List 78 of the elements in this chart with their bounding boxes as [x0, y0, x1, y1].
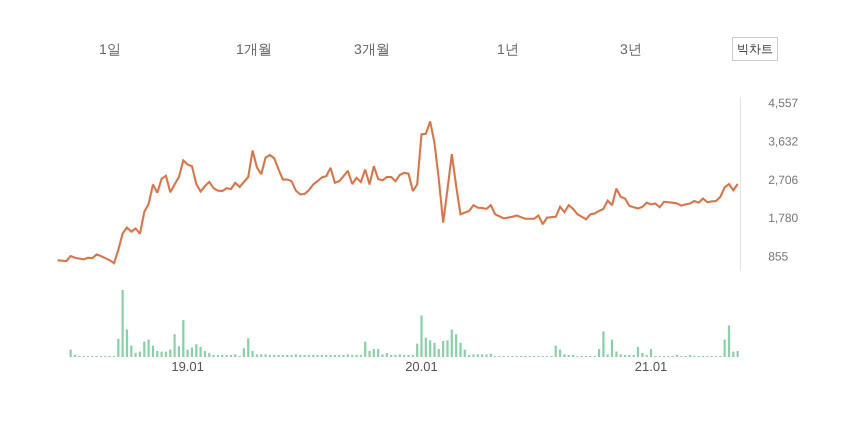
- bar: [606, 354, 609, 357]
- bar: [204, 350, 206, 357]
- bar: [377, 348, 380, 357]
- bar: [152, 346, 154, 357]
- text: 3년: [620, 41, 642, 57]
- bar: [398, 354, 401, 357]
- bar: [602, 332, 604, 357]
- bar: [182, 320, 184, 357]
- bar: [122, 290, 124, 357]
- x-tick-label: 19.01: [171, 359, 204, 374]
- bar: [148, 340, 150, 357]
- text: 1일: [99, 41, 121, 57]
- bar: [636, 346, 640, 357]
- bar: [164, 352, 168, 357]
- bar: [736, 350, 739, 357]
- bar: [641, 352, 644, 357]
- bar: [446, 340, 449, 357]
- bar: [169, 350, 172, 357]
- bar: [476, 354, 479, 357]
- text: 3개월: [354, 41, 390, 57]
- bar: [368, 350, 371, 357]
- y-tick-label: 3,632: [768, 134, 799, 148]
- bar: [724, 340, 726, 357]
- bar: [200, 346, 202, 357]
- bar: [126, 330, 128, 357]
- bar: [620, 354, 622, 357]
- bar: [424, 338, 427, 357]
- bar: [174, 334, 176, 357]
- bar: [554, 346, 557, 357]
- bar: [455, 334, 458, 357]
- bar: [732, 352, 734, 357]
- bar: [160, 352, 163, 357]
- bar: [130, 346, 132, 357]
- y-tick-label: 1,780: [768, 211, 799, 226]
- bar: [242, 348, 245, 357]
- bar: [464, 350, 466, 357]
- bar: [558, 350, 562, 357]
- text: 1개월: [236, 41, 272, 57]
- x-tick-label: 20.01: [405, 359, 438, 374]
- bar: [260, 354, 262, 357]
- bar: [610, 340, 614, 357]
- text: 빅차트: [737, 42, 773, 56]
- bar: [143, 342, 146, 357]
- bar: [728, 326, 730, 357]
- bar: [420, 315, 423, 357]
- y-tick-label: 2,706: [768, 172, 799, 187]
- bar: [134, 352, 137, 357]
- bar: [450, 330, 453, 357]
- y-tick-label: 855: [768, 249, 789, 264]
- bar: [138, 352, 142, 357]
- bar: [190, 348, 194, 357]
- bar: [117, 338, 120, 357]
- y-tick-label: 4,557: [768, 96, 799, 110]
- bar: [386, 352, 388, 357]
- bar: [416, 344, 418, 357]
- x-tick-label: 21.01: [634, 359, 668, 374]
- bar: [650, 348, 652, 357]
- bar: [372, 348, 375, 357]
- bar: [195, 344, 198, 357]
- bar: [490, 354, 492, 357]
- bar: [459, 342, 462, 357]
- bar: [247, 338, 250, 357]
- bar: [615, 352, 618, 357]
- bar: [364, 342, 366, 357]
- bar: [234, 354, 236, 357]
- text: 1년: [497, 41, 519, 57]
- bar: [438, 348, 440, 357]
- bar: [186, 350, 189, 357]
- bar: [598, 348, 600, 357]
- bar: [442, 340, 444, 357]
- bar: [433, 342, 436, 357]
- bar: [208, 352, 210, 357]
- bar: [70, 350, 72, 357]
- line-series: [56, 120, 739, 264]
- bar: [251, 350, 254, 357]
- bar: [429, 340, 432, 357]
- bar: [156, 350, 158, 357]
- bar: [178, 346, 180, 357]
